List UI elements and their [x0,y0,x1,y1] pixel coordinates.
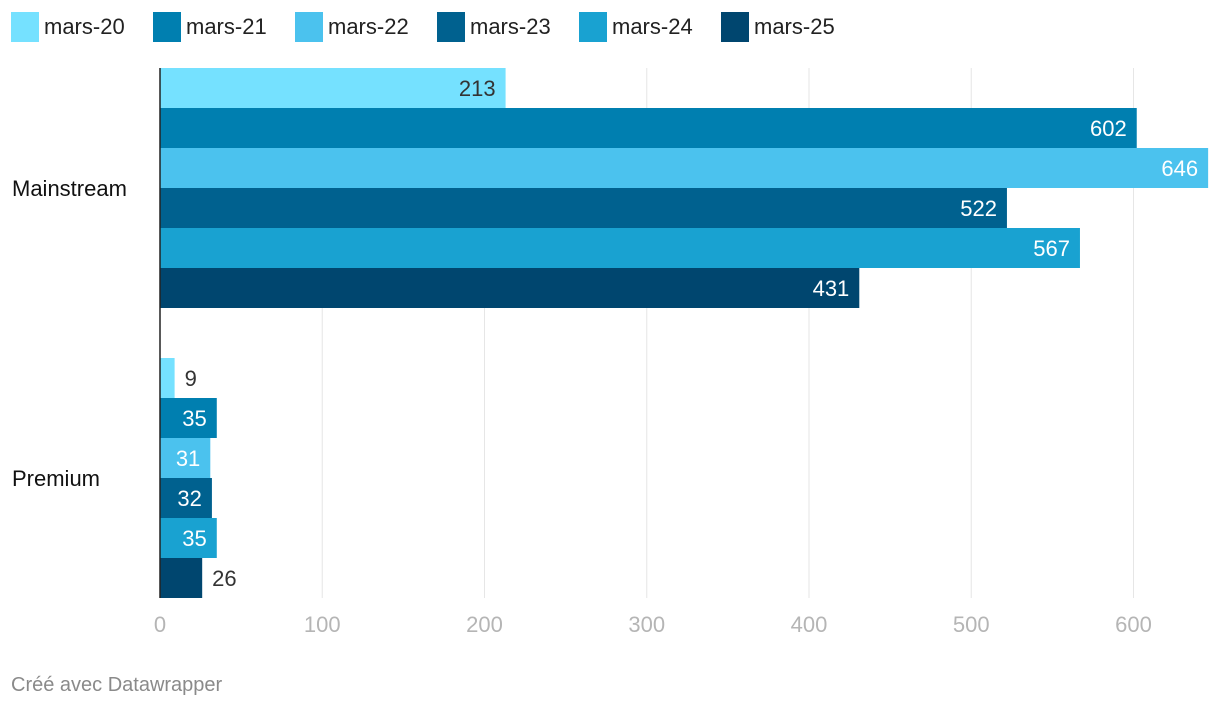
bar-premium-mars-24 [160,518,217,558]
chart-labels: 213602646522567431Mainstream93531323526P… [12,76,1198,591]
legend-swatch-mars-23 [437,12,465,42]
legend-label-mars-25: mars-25 [754,14,835,39]
x-tick-label-500: 500 [953,612,990,637]
legend-swatch-mars-21 [153,12,181,42]
x-tick-label-300: 300 [628,612,665,637]
data-label-mainstream-mars-22: 646 [1161,156,1198,181]
data-label-premium-mars-24: 35 [182,526,206,551]
bar-mainstream-mars-22 [160,148,1209,188]
bar-premium-mars-25 [160,558,203,598]
data-label-mainstream-mars-25: 431 [813,276,850,301]
data-label-premium-mars-23: 32 [177,486,201,511]
x-tick-label-200: 200 [466,612,503,637]
bar-premium-mars-23 [160,478,212,518]
chart-bars [160,68,1209,598]
category-label-premium: Premium [12,466,100,491]
legend-swatch-mars-22 [295,12,323,42]
bar-mainstream-mars-25 [160,268,860,308]
legend-label-mars-20: mars-20 [44,14,125,39]
data-label-premium-mars-20: 9 [185,366,197,391]
data-label-mainstream-mars-23: 522 [960,196,997,221]
bar-premium-mars-20 [160,358,175,398]
x-tick-label-400: 400 [791,612,828,637]
legend-label-mars-21: mars-21 [186,14,267,39]
bar-premium-mars-21 [160,398,217,438]
x-tick-label-0: 0 [154,612,166,637]
bar-mainstream-mars-24 [160,228,1080,268]
data-label-mainstream-mars-20: 213 [459,76,496,101]
legend-label-mars-22: mars-22 [328,14,409,39]
x-tick-label-600: 600 [1115,612,1152,637]
bar-mainstream-mars-23 [160,188,1007,228]
legend-swatch-mars-20 [11,12,39,42]
footer-credit: Créé avec Datawrapper [11,674,223,696]
data-label-mainstream-mars-24: 567 [1033,236,1070,261]
chart-axis: 0 100 200 300 400 500 600 [154,68,1152,637]
bar-mainstream-mars-21 [160,108,1137,148]
bar-premium-mars-22 [160,438,211,478]
category-label-mainstream: Mainstream [12,176,127,201]
chart-legend: mars-20 mars-21 mars-22 mars-23 mars-24 mars-… [11,12,835,42]
data-label-premium-mars-25: 26 [212,566,236,591]
legend-swatch-mars-24 [579,12,607,42]
legend-swatch-mars-25 [721,12,749,42]
bar-mainstream-mars-20 [160,68,506,108]
x-tick-label-100: 100 [304,612,341,637]
data-label-mainstream-mars-21: 602 [1090,116,1127,141]
legend-label-mars-24: mars-24 [612,14,693,39]
data-label-premium-mars-21: 35 [182,406,206,431]
legend-label-mars-23: mars-23 [470,14,551,39]
data-label-premium-mars-22: 31 [176,446,200,471]
